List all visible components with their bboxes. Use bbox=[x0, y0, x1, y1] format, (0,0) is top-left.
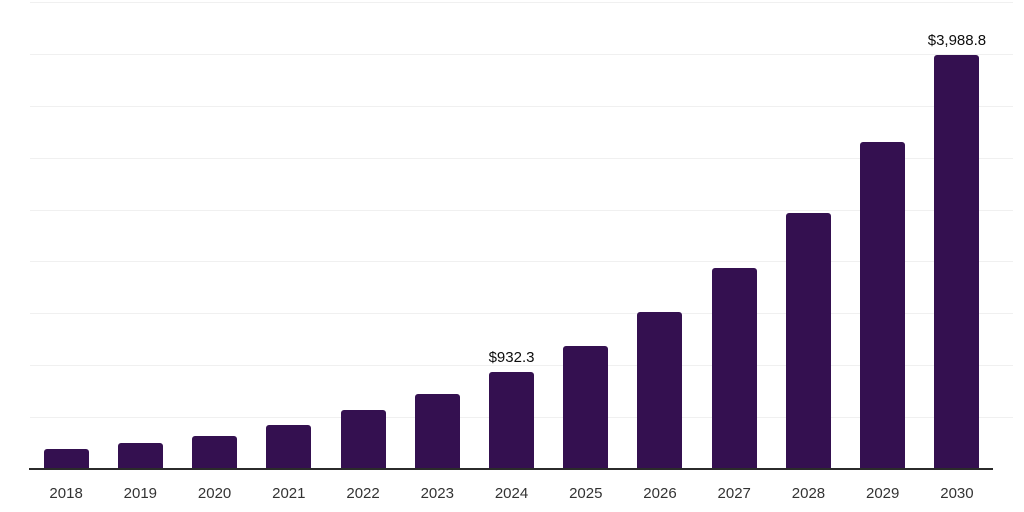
bar-band-2028 bbox=[771, 2, 845, 469]
bar-band-2019 bbox=[103, 2, 177, 469]
bars-layer: $932.3 $3,988.8 bbox=[29, 2, 994, 469]
bar-2026 bbox=[637, 311, 683, 469]
bar-2020 bbox=[192, 436, 238, 469]
bar-2022 bbox=[340, 410, 386, 469]
x-axis-tick-label-2018: 2018 bbox=[49, 485, 83, 502]
gridline-4500 bbox=[30, 2, 1013, 3]
gridline-3500 bbox=[30, 105, 1013, 107]
x-axis-tick-label-2025: 2025 bbox=[569, 485, 603, 502]
gridline-1500 bbox=[30, 313, 1013, 315]
x-axis-tick-label-2028: 2028 bbox=[791, 485, 826, 502]
x-axis-tick-label-2020: 2020 bbox=[197, 485, 232, 502]
bar-band-2027 bbox=[697, 2, 771, 469]
bar-2029 bbox=[860, 142, 906, 469]
bar-2025 bbox=[563, 345, 609, 469]
bar-2024 bbox=[489, 372, 535, 469]
bar-2021 bbox=[266, 425, 312, 469]
bar-band-2023 bbox=[400, 2, 474, 469]
bar-2030 bbox=[934, 55, 980, 469]
bar-band-2018 bbox=[29, 2, 103, 469]
x-axis-tick-label-2021: 2021 bbox=[272, 485, 306, 502]
gridline-2500 bbox=[30, 209, 1013, 211]
bar-band-2026 bbox=[623, 2, 697, 469]
bar-band-2021 bbox=[252, 2, 326, 469]
bar-band-2030: $3,988.8 bbox=[920, 2, 994, 469]
bar-2023 bbox=[414, 394, 460, 469]
x-axis-line bbox=[29, 468, 993, 470]
x-axis-tick-label-2024: 2024 bbox=[494, 485, 529, 502]
x-axis-tick-label-2022: 2022 bbox=[346, 485, 380, 502]
gridline-4000 bbox=[30, 53, 1013, 55]
bar-band-2020 bbox=[177, 2, 251, 469]
x-axis-tick-label-2026: 2026 bbox=[643, 485, 677, 502]
gridline-3000 bbox=[30, 157, 1013, 159]
bar-band-2029 bbox=[846, 2, 920, 469]
bar-2019 bbox=[117, 443, 163, 469]
x-axis-tick-label-2029: 2029 bbox=[866, 485, 900, 502]
gridline-1000 bbox=[30, 365, 1013, 367]
bar-band-2022 bbox=[326, 2, 400, 469]
bar-value-label-2024: $932.3 bbox=[488, 349, 535, 367]
bar-2018 bbox=[43, 448, 89, 469]
bar-band-2024: $932.3 bbox=[474, 2, 548, 469]
bar-2027 bbox=[711, 268, 757, 469]
x-axis-tick-label-2019: 2019 bbox=[123, 485, 158, 502]
x-axis-tick-label-2023: 2023 bbox=[420, 485, 454, 502]
gridline-2000 bbox=[30, 261, 1013, 263]
x-axis-tick-labels: 2018 2019 2020 2021 2022 2023 2024 2025 2026 2027… bbox=[29, 485, 994, 503]
bar-2028 bbox=[785, 213, 831, 469]
bar-band-2025 bbox=[549, 2, 623, 469]
x-axis-tick-label-2027: 2027 bbox=[717, 485, 751, 502]
x-axis-tick-label-2030: 2030 bbox=[940, 485, 974, 502]
bar-value-label-2030: $3,988.8 bbox=[927, 32, 987, 50]
